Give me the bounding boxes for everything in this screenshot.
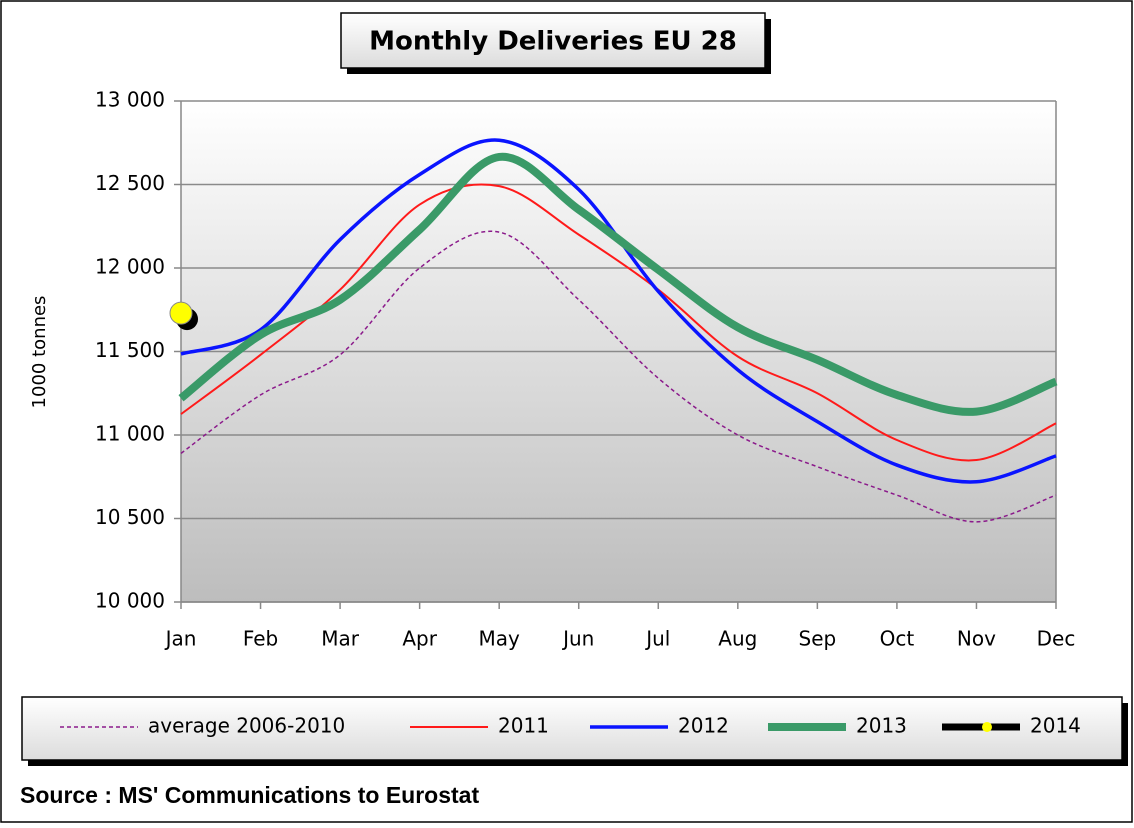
x-tick-label: Jul [644,627,670,651]
legend-label: 2011 [498,714,549,738]
series-line [178,152,1058,416]
legend-label: 2012 [678,714,729,738]
chart-title: Monthly Deliveries EU 28 [369,27,737,57]
source: Source : MS' Communications to Eurostat [20,782,479,808]
y-tick-label: 12 000 [95,255,165,279]
series-line [180,183,1057,462]
x-tick-label: Oct [880,627,915,651]
x-tick-label: Jun [561,627,594,651]
y-tick-label: 10 000 [95,589,165,613]
legend-box [21,696,1123,761]
x-tick-label: Feb [243,627,278,651]
marker [169,301,193,325]
y-tick-label: 11 000 [95,422,165,446]
title-box [340,12,766,69]
legend-label: 2014 [1030,714,1081,738]
x-tick-label: Dec [1037,627,1076,651]
y-axis-label: 1000 tonnes [29,296,50,409]
x-tick-label: Jan [164,627,197,651]
legend-label: 2013 [856,714,907,738]
x-tick-label: May [479,627,521,651]
y-tick-label: 10 500 [95,505,165,529]
x-tick-label: Aug [718,627,757,651]
y-tick-label: 13 000 [95,88,165,112]
x-tick-label: Apr [402,627,437,651]
x-tick-label: Sep [799,627,837,651]
x-tick-label: Mar [321,627,360,651]
legend-label: average 2006-2010 [148,714,345,738]
series-line [180,230,1057,523]
y-tick-label: 11 500 [95,338,165,362]
x-tick-label: Nov [957,627,996,651]
y-tick-label: 12 500 [95,171,165,195]
legend-marker [982,722,992,732]
